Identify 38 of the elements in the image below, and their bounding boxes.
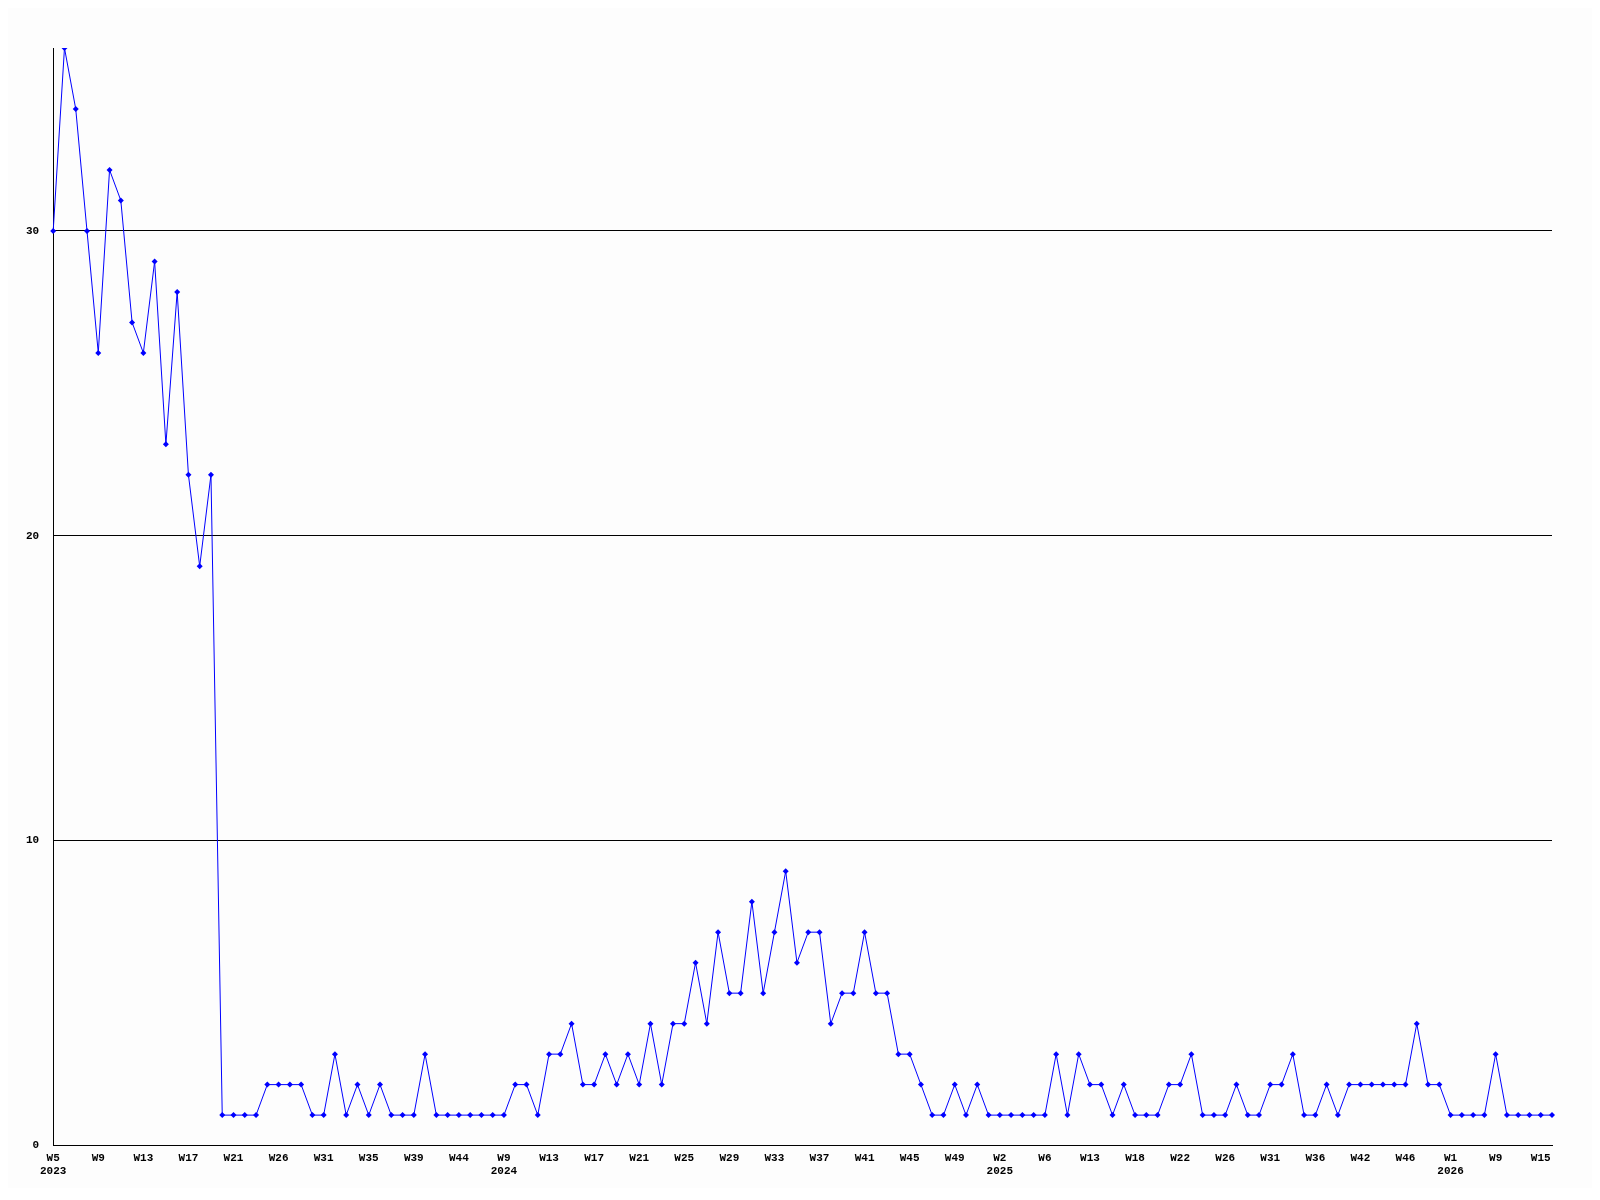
x-tick-label: W49 bbox=[944, 1151, 965, 1164]
y-tick-label: 0 bbox=[32, 1139, 40, 1152]
x-tick-label: W26 bbox=[1215, 1151, 1236, 1164]
y-tick-label: 10 bbox=[26, 834, 40, 847]
x-tick-label: W44 bbox=[448, 1151, 470, 1164]
y-tick-label: 30 bbox=[26, 224, 40, 237]
x-tick-label: W26 bbox=[268, 1151, 289, 1164]
x-tick-label: W13 bbox=[539, 1151, 560, 1164]
x-tick-label: W45 bbox=[899, 1151, 920, 1164]
x-tick-label: W31 bbox=[1260, 1151, 1281, 1164]
x-tick-label: W13 bbox=[1080, 1151, 1101, 1164]
x-tick-label: W5 2023 bbox=[40, 1151, 67, 1178]
x-tick-label: W33 bbox=[764, 1151, 785, 1164]
x-tick-label: W41 bbox=[854, 1151, 875, 1164]
y-tick-label: 20 bbox=[26, 529, 40, 542]
x-tick-label: W13 bbox=[133, 1151, 154, 1164]
x-tick-label: W22 bbox=[1170, 1151, 1191, 1164]
x-tick-label: W29 bbox=[719, 1151, 740, 1164]
x-tick-label: W25 bbox=[674, 1151, 695, 1164]
x-tick-label: W39 bbox=[403, 1151, 424, 1164]
x-tick-label: W31 bbox=[313, 1151, 334, 1164]
x-tick-label: W9 bbox=[91, 1151, 105, 1164]
x-tick-label: W2 2025 bbox=[986, 1151, 1014, 1178]
x-tick-label: W1 2026 bbox=[1437, 1151, 1464, 1178]
x-tick-label: W42 bbox=[1350, 1151, 1371, 1164]
x-tick-label: W17 bbox=[584, 1151, 605, 1164]
x-tick-label: W46 bbox=[1395, 1151, 1416, 1164]
x-tick-label: W37 bbox=[809, 1151, 830, 1164]
x-tick-label: W21 bbox=[223, 1151, 244, 1164]
x-tick-label: W36 bbox=[1305, 1151, 1326, 1164]
x-tick-label: W15 bbox=[1530, 1151, 1552, 1164]
x-tick-label: W9 bbox=[1489, 1151, 1503, 1164]
x-tick-label: W21 bbox=[629, 1151, 650, 1164]
x-tick-label: W18 bbox=[1125, 1151, 1146, 1164]
x-tick-label: W6 bbox=[1038, 1151, 1052, 1164]
x-tick-label: W9 2024 bbox=[490, 1151, 518, 1178]
x-tick-label: W17 bbox=[178, 1151, 199, 1164]
x-tick-label: W35 bbox=[358, 1151, 380, 1164]
